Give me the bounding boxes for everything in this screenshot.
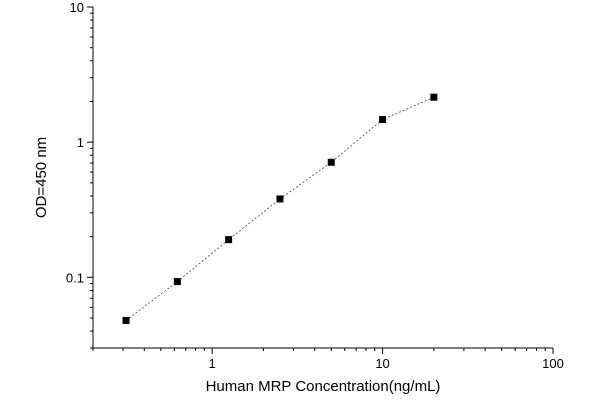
x-axis-title: Human MRP Concentration(ng/mL) xyxy=(206,378,441,395)
data-point xyxy=(276,195,284,203)
y-tick-label: 10 xyxy=(70,0,84,15)
data-point xyxy=(327,158,335,166)
x-tick-label: 100 xyxy=(542,356,564,371)
data-point xyxy=(225,236,233,244)
y-tick-label: 0.1 xyxy=(66,270,84,285)
x-ticks: 1 10 100 xyxy=(92,348,564,371)
data-point xyxy=(430,93,438,101)
series-line xyxy=(125,96,435,321)
data-point xyxy=(379,116,387,124)
y-tick-label: 1 xyxy=(77,135,84,150)
data-point xyxy=(122,316,130,324)
x-tick-label: 1 xyxy=(209,356,216,371)
data-points xyxy=(122,93,438,324)
plot-area xyxy=(122,93,438,324)
data-point xyxy=(173,278,181,286)
y-axis-title: OD=450 nm xyxy=(33,137,50,218)
axes: 1 10 100 0.1 1 10 xyxy=(66,0,564,371)
y-ticks: 0.1 1 10 xyxy=(66,0,93,349)
x-tick-label: 10 xyxy=(375,356,389,371)
